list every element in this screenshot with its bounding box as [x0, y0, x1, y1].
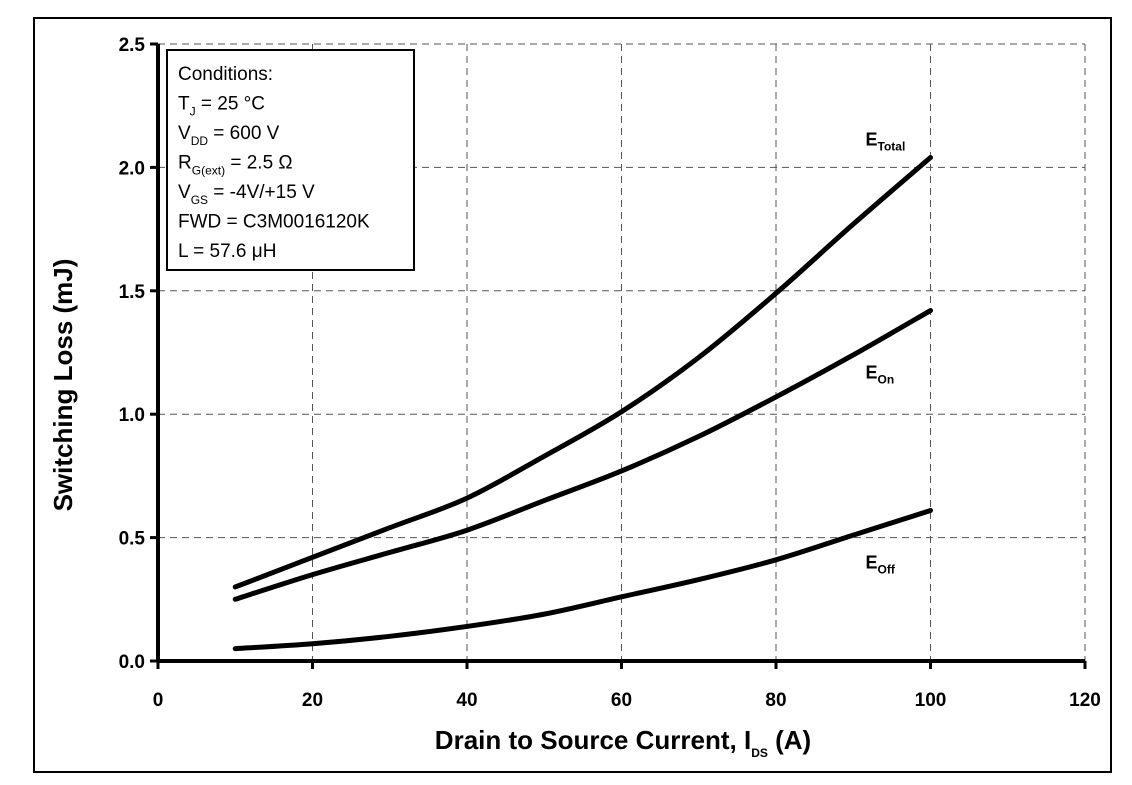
x-tick-label: 60: [611, 690, 632, 711]
legend-frame: [166, 49, 415, 271]
x-axis-title-sub: DS: [751, 746, 768, 760]
legend-line-rest: = -4V/+15 V: [208, 182, 315, 203]
legend-line-main: FWD = C3M0016120K: [178, 212, 370, 233]
legend-line-main: V: [178, 123, 191, 144]
y-tick-label: 2.5: [119, 35, 146, 56]
y-tick-label: 1.5: [119, 282, 146, 303]
x-axis-title-unit: (A): [768, 725, 811, 755]
legend-line-rest: = 600 V: [208, 123, 280, 144]
series-label-eon: EOn: [866, 363, 895, 387]
legend-line-main: L = 57.6 μH: [178, 241, 276, 262]
legend-line: FWD = C3M0016120K: [178, 212, 370, 233]
legend-line: L = 57.6 μH: [178, 241, 276, 262]
y-tick-label: 0.0: [119, 652, 145, 673]
series-label-etotal: ETotal: [866, 130, 906, 154]
x-tick-label: 80: [765, 690, 786, 711]
x-axis-title: Drain to Source Current, IDS (A): [435, 725, 811, 760]
series-label-sub: On: [878, 373, 895, 387]
x-axis-title-main: Drain to Source Current, I: [435, 725, 751, 755]
legend-line-main: R: [178, 153, 192, 174]
legend-line-main: Conditions:: [178, 64, 273, 85]
legend-line: Conditions:: [178, 64, 273, 85]
series-label-eoff: EOff: [866, 552, 896, 576]
series-label-main: E: [866, 552, 878, 572]
series-label-main: E: [866, 363, 878, 383]
legend-line: RG(ext) = 2.5 Ω: [178, 153, 293, 178]
series-line-eon: [232, 308, 933, 602]
series-label-main: E: [866, 130, 878, 150]
legend-line-rest: = 2.5 Ω: [225, 153, 293, 174]
x-tick-label: 100: [915, 690, 947, 711]
series-label-sub: Off: [878, 562, 896, 576]
y-axis-title: Switching Loss (mJ): [48, 259, 78, 512]
legend-line: VDD = 600 V: [178, 123, 280, 148]
series-line-etotal: [232, 155, 933, 590]
y-tick-label: 0.5: [119, 529, 146, 550]
x-tick-label: 120: [1069, 690, 1101, 711]
legend-line-sub: G(ext): [192, 164, 225, 178]
legend-line-main: V: [178, 182, 191, 203]
legend-line-sub: DD: [191, 134, 209, 148]
y-tick-label: 1.0: [119, 405, 145, 426]
y-tick-label: 2.0: [119, 158, 145, 179]
x-tick-label: 40: [456, 690, 477, 711]
series-line-eoff: [232, 507, 933, 652]
series-label-sub: Total: [878, 140, 906, 154]
legend-line-rest: = 25 °C: [196, 94, 265, 115]
axes: 0.0 0.5 1.0 1.5 2.0 2.5 0 20 40 60 80 100 120: [119, 35, 1101, 711]
legend-line: VGS = -4V/+15 V: [178, 182, 315, 207]
legend-line-main: T: [178, 94, 190, 115]
series-lines: [232, 155, 933, 652]
legend-line: TJ = 25 °C: [178, 94, 265, 119]
legend-line-sub: J: [190, 105, 196, 119]
x-tick-label: 20: [302, 690, 323, 711]
x-tick-label: 0: [153, 690, 164, 711]
legend-line-sub: GS: [191, 193, 208, 207]
